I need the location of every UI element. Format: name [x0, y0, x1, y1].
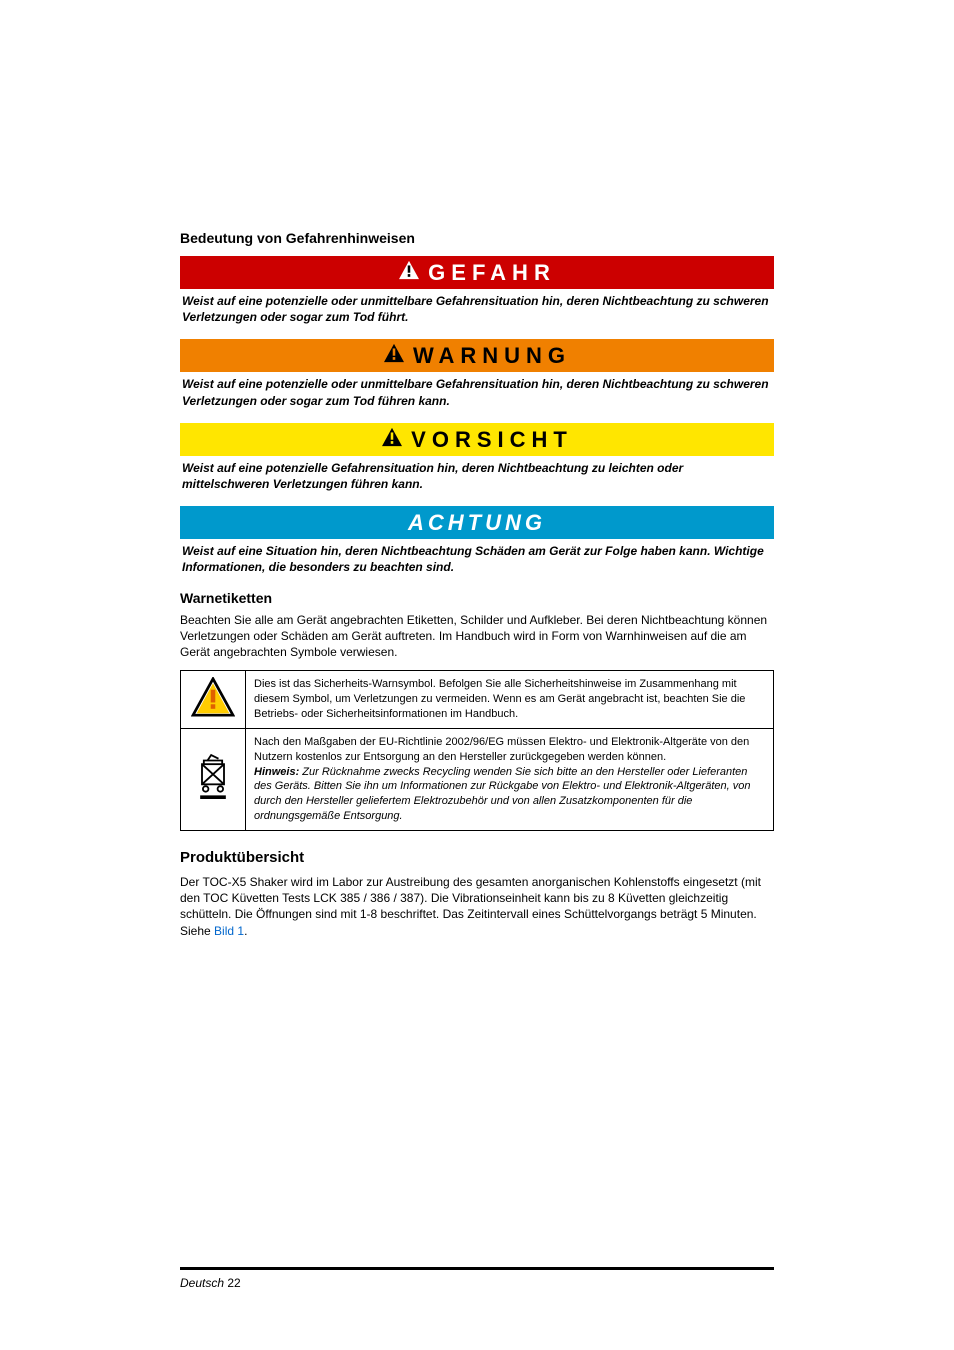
table-row: Dies ist das Sicherheits-Warnsymbol. Bef…	[181, 671, 774, 729]
page-content: Bedeutung von Gefahrenhinweisen GEFAHR W…	[180, 230, 774, 1267]
produktubersicht-text-2: .	[244, 924, 247, 938]
warning-triangle-desc: Dies ist das Sicherheits-Warnsymbol. Bef…	[246, 671, 774, 729]
alert-gefahr: GEFAHR Weist auf eine potenzielle oder u…	[180, 256, 774, 325]
hazard-meaning-heading: Bedeutung von Gefahrenhinweisen	[180, 230, 774, 246]
alert-warnung-desc: Weist auf eine potenzielle oder unmittel…	[180, 372, 774, 408]
symbol-table: Dies ist das Sicherheits-Warnsymbol. Bef…	[180, 670, 774, 831]
hinweis-body: Zur Rücknahme zwecks Recycling wenden Si…	[254, 766, 750, 823]
weee-icon	[191, 751, 235, 803]
weee-icon-cell	[181, 728, 246, 830]
alert-vorsicht: VORSICHT Weist auf eine potenzielle Gefa…	[180, 423, 774, 492]
produktubersicht-body: Der TOC-X5 Shaker wird im Labor zur Aust…	[180, 874, 774, 939]
table-row: Nach den Maßgaben der EU-Richtlinie 2002…	[181, 728, 774, 830]
alert-gefahr-desc: Weist auf eine potenzielle oder unmittel…	[180, 289, 774, 325]
bild-1-link[interactable]: Bild 1	[214, 924, 244, 938]
alert-achtung: ACHTUNG Weist auf eine Situation hin, de…	[180, 506, 774, 575]
page-footer: Deutsch 22	[180, 1267, 774, 1290]
alert-achtung-banner: ACHTUNG	[180, 506, 774, 539]
alert-vorsicht-desc: Weist auf eine potenzielle Gefahrensitua…	[180, 456, 774, 492]
footer-page-number: 22	[224, 1276, 241, 1290]
warning-triangle-icon	[191, 677, 235, 717]
alert-warnung: WARNUNG Weist auf eine potenzielle oder …	[180, 339, 774, 408]
warnetiketten-heading: Warnetiketten	[180, 590, 774, 606]
footer-language: Deutsch	[180, 1276, 224, 1290]
warning-triangle-icon-cell	[181, 671, 246, 729]
alert-achtung-label: ACHTUNG	[408, 510, 546, 536]
warnetiketten-intro: Beachten Sie alle am Gerät angebrachten …	[180, 612, 774, 661]
alert-achtung-desc: Weist auf eine Situation hin, deren Nich…	[180, 539, 774, 575]
alert-icon	[381, 427, 403, 453]
weee-desc-cell: Nach den Maßgaben der EU-Richtlinie 2002…	[246, 728, 774, 830]
alert-gefahr-label: GEFAHR	[428, 260, 556, 286]
produktubersicht-text-1: Der TOC-X5 Shaker wird im Labor zur Aust…	[180, 875, 761, 938]
hinweis-label: Hinweis:	[254, 766, 299, 778]
alert-warnung-banner: WARNUNG	[180, 339, 774, 372]
document-page: Bedeutung von Gefahrenhinweisen GEFAHR W…	[0, 0, 954, 1350]
alert-icon	[383, 343, 405, 369]
alert-warnung-label: WARNUNG	[413, 343, 571, 369]
weee-intro: Nach den Maßgaben der EU-Richtlinie 2002…	[254, 736, 749, 763]
produktubersicht-heading: Produktübersicht	[180, 849, 774, 866]
alert-vorsicht-label: VORSICHT	[411, 427, 573, 453]
alert-icon	[398, 260, 420, 286]
alert-gefahr-banner: GEFAHR	[180, 256, 774, 289]
alert-vorsicht-banner: VORSICHT	[180, 423, 774, 456]
